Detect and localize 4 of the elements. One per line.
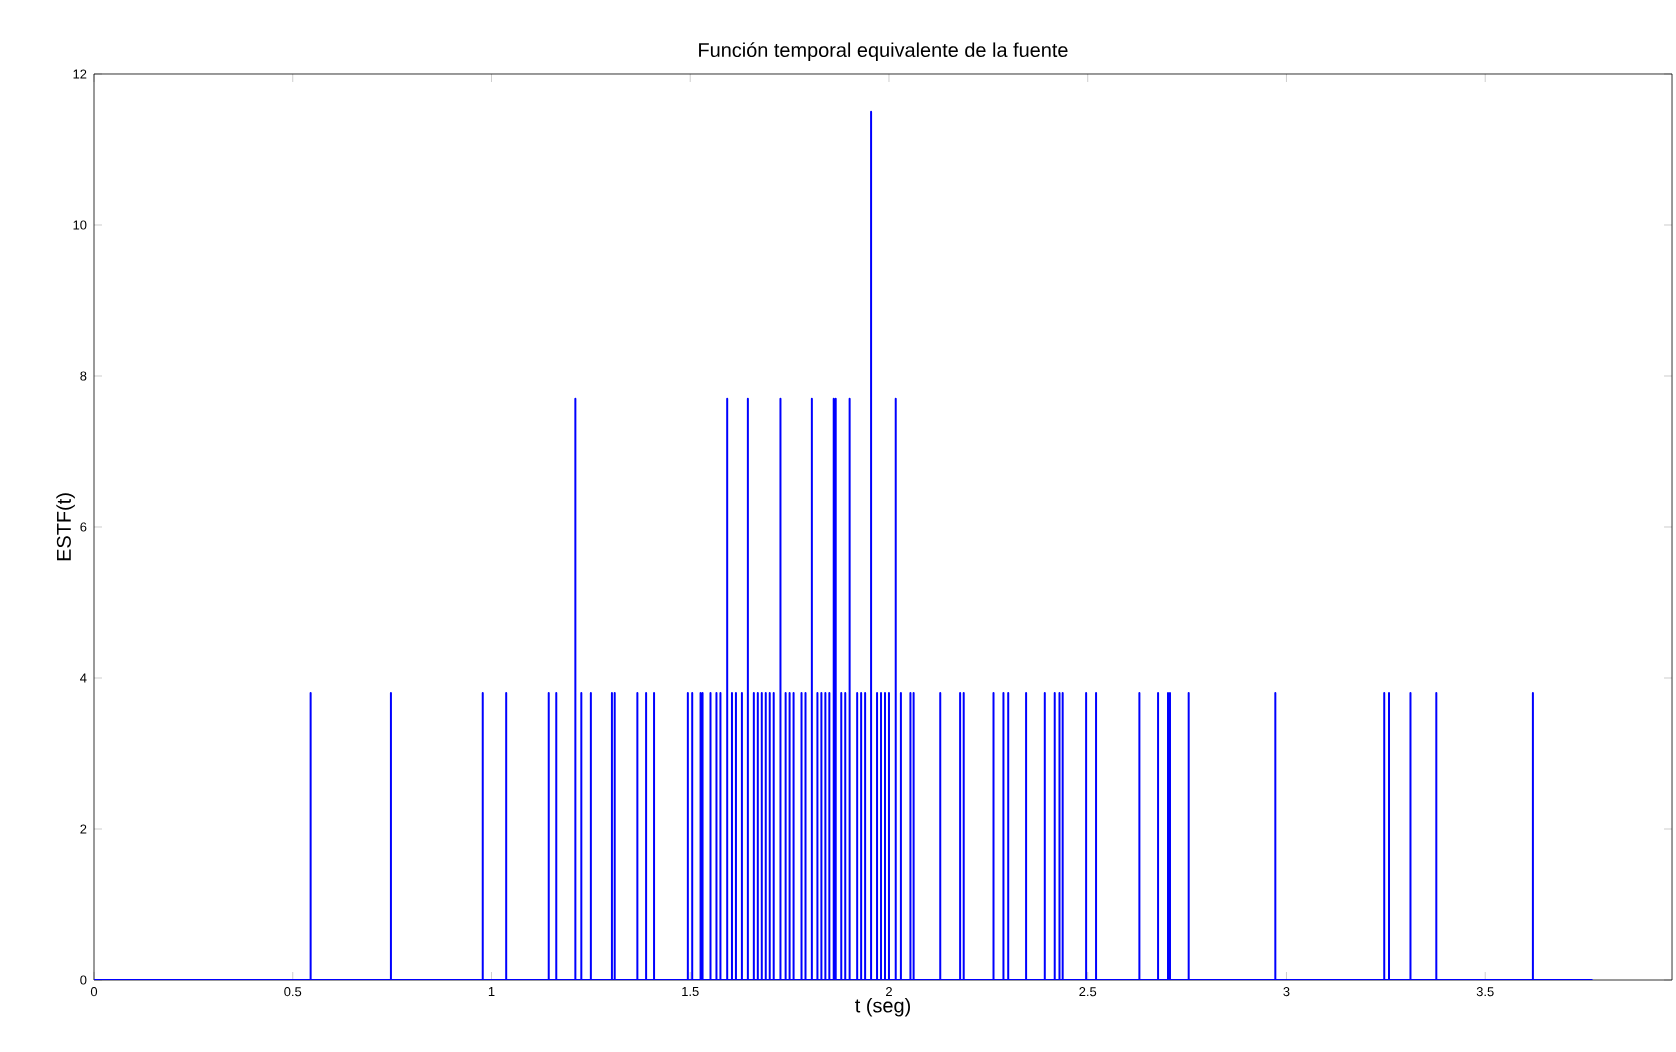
line-series [94, 110, 1594, 980]
x-axis-title: t (seg) [855, 997, 910, 1017]
chart-title: Función temporal equivalente de la fuente [699, 42, 1068, 61]
y-axis-title: ESTF(t) [56, 493, 75, 561]
